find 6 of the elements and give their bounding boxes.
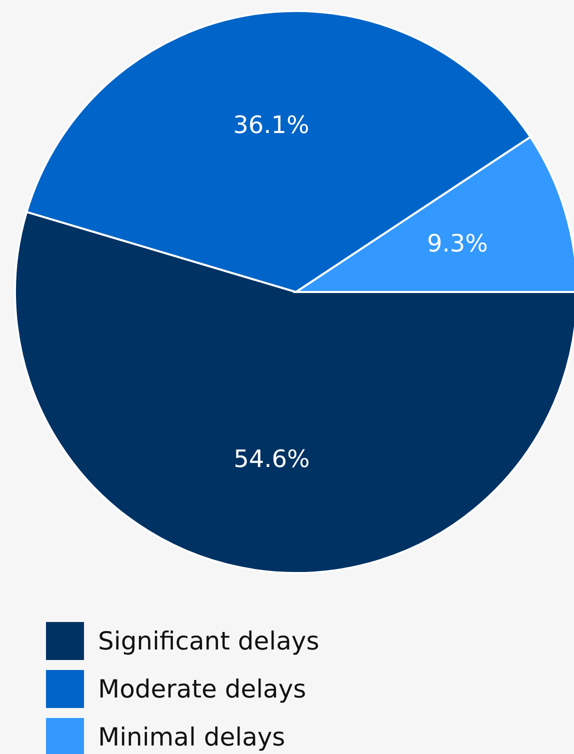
legend-label: Minimal delays	[98, 722, 286, 752]
legend-label: Moderate delays	[98, 674, 306, 704]
data-label: 9.3%	[426, 229, 488, 258]
legend-label: Significant delays	[98, 626, 320, 656]
data-label: 54.6%	[234, 444, 310, 473]
data-label: 36.1%	[233, 111, 310, 140]
